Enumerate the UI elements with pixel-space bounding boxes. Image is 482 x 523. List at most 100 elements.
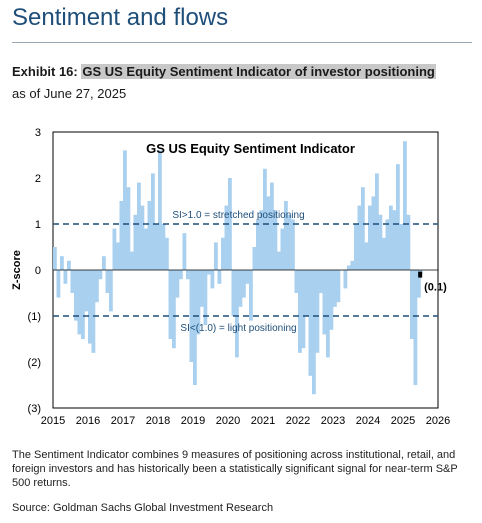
- sentiment-bar: [210, 270, 215, 289]
- sentiment-bar: [88, 270, 92, 344]
- y-tick-label: 2: [35, 173, 41, 185]
- sentiment-bar: [224, 205, 229, 270]
- sentiment-bar: [354, 224, 358, 270]
- chart-title: GS US Equity Sentiment Indicator: [146, 141, 355, 156]
- sentiment-bar: [245, 270, 250, 284]
- sentiment-bar: [112, 228, 117, 270]
- sentiment-bar: [189, 270, 194, 362]
- sentiment-bar: [81, 270, 85, 339]
- sentiment-bar: [77, 270, 82, 335]
- sentiment-bar: [165, 237, 169, 270]
- sentiment-bar: [368, 205, 372, 270]
- sentiment-bar: [403, 141, 407, 270]
- sentiment-bar: [375, 173, 379, 270]
- sentiment-bar: [186, 270, 190, 280]
- y-tick-label: (2): [28, 357, 41, 369]
- sentiment-bar: [357, 205, 362, 270]
- sentiment-bar: [410, 270, 414, 339]
- x-tick-label: 2022: [286, 415, 310, 427]
- y-tick-label: 1: [35, 219, 41, 231]
- sentiment-bar: [228, 178, 232, 270]
- sentiment-bar: [214, 242, 218, 270]
- sentiment-bar: [252, 247, 257, 270]
- sentiment-bar: [378, 214, 383, 270]
- sentiment-bar: [305, 270, 309, 316]
- as-of-date: as of June 27, 2025: [12, 86, 127, 101]
- sentiment-bar: [74, 270, 78, 321]
- y-axis-label: Z-score: [11, 250, 23, 290]
- threshold-label: SI<(1.0) = light positioning: [180, 323, 296, 334]
- sentiment-bar: [91, 270, 96, 353]
- latest-value-label: (0.1): [424, 282, 447, 294]
- sentiment-bar: [322, 270, 327, 335]
- sentiment-bar: [284, 201, 288, 270]
- sentiment-bar: [200, 270, 204, 307]
- sentiment-bar: [329, 270, 334, 330]
- sentiment-bar: [182, 233, 187, 270]
- sentiment-bar: [126, 187, 131, 270]
- sentiment-bar: [315, 270, 320, 353]
- exhibit-title: GS US Equity Sentiment Indicator of inve…: [81, 64, 436, 79]
- sentiment-bar: [151, 173, 155, 270]
- sentiment-bar: [53, 247, 57, 270]
- sentiment-bar: [382, 237, 386, 270]
- latest-value-marker: [418, 271, 423, 278]
- x-tick-label: 2015: [41, 415, 65, 427]
- sentiment-bar: [168, 270, 173, 339]
- sentiment-bar: [193, 270, 197, 385]
- sentiment-bar: [231, 270, 236, 316]
- sentiment-bar: [119, 201, 124, 270]
- sentiment-bar: [137, 182, 141, 270]
- sentiment-bar: [266, 196, 271, 270]
- sentiment-bar: [144, 228, 148, 270]
- exhibit-heading: Exhibit 16: GS US Equity Sentiment Indic…: [12, 64, 436, 79]
- sentiment-bar: [235, 270, 239, 358]
- sentiment-bar: [343, 270, 348, 289]
- sentiment-bar: [396, 164, 400, 270]
- sentiment-bar: [238, 270, 243, 307]
- x-tick-label: 2018: [146, 415, 170, 427]
- sentiment-bar: [308, 270, 313, 376]
- sentiment-bar: [413, 270, 418, 385]
- sentiment-bar: [63, 270, 68, 284]
- sentiment-bar: [399, 224, 404, 270]
- sentiment-bar: [130, 251, 134, 270]
- sentiment-bar: [347, 265, 351, 270]
- sentiment-bar: [207, 270, 211, 275]
- sentiment-bar: [133, 214, 138, 270]
- sentiment-bar: [60, 256, 64, 270]
- x-tick-label: 2019: [181, 415, 205, 427]
- sentiment-bar: [312, 270, 316, 395]
- sentiment-bar: [361, 187, 365, 270]
- sentiment-bar: [336, 270, 341, 303]
- sentiment-bar: [385, 219, 390, 270]
- sentiment-bar: [140, 205, 145, 270]
- sentiment-bar: [364, 242, 369, 270]
- sentiment-bar: [389, 205, 393, 270]
- sentiment-bar: [280, 228, 285, 270]
- sentiment-bar: [217, 270, 222, 284]
- x-tick-label: 2024: [356, 415, 380, 427]
- sentiment-bar: [56, 270, 61, 298]
- exhibit-prefix: Exhibit 16:: [12, 64, 82, 79]
- x-tick-label: 2021: [251, 415, 275, 427]
- sentiment-bar: [105, 270, 110, 293]
- sentiment-bar: [371, 196, 376, 270]
- sentiment-bar: [406, 214, 411, 270]
- sentiment-bar: [161, 224, 166, 270]
- sentiment-bar: [175, 270, 180, 298]
- sentiment-bar: [287, 214, 292, 270]
- sentiment-bar: [294, 270, 299, 293]
- sentiment-bar: [256, 219, 260, 270]
- sentiment-bar: [154, 224, 159, 270]
- sentiment-bar: [95, 270, 99, 303]
- sentiment-bar: [98, 270, 103, 280]
- sentiment-bar: [158, 150, 162, 270]
- sentiment-bar: [298, 270, 302, 353]
- sentiment-bar: [196, 270, 201, 335]
- sentiment-bar: [273, 210, 278, 270]
- sentiment-bar: [326, 270, 330, 358]
- sentiment-bar: [350, 260, 355, 270]
- sentiment-bar: [109, 270, 113, 312]
- x-tick-label: 2023: [321, 415, 345, 427]
